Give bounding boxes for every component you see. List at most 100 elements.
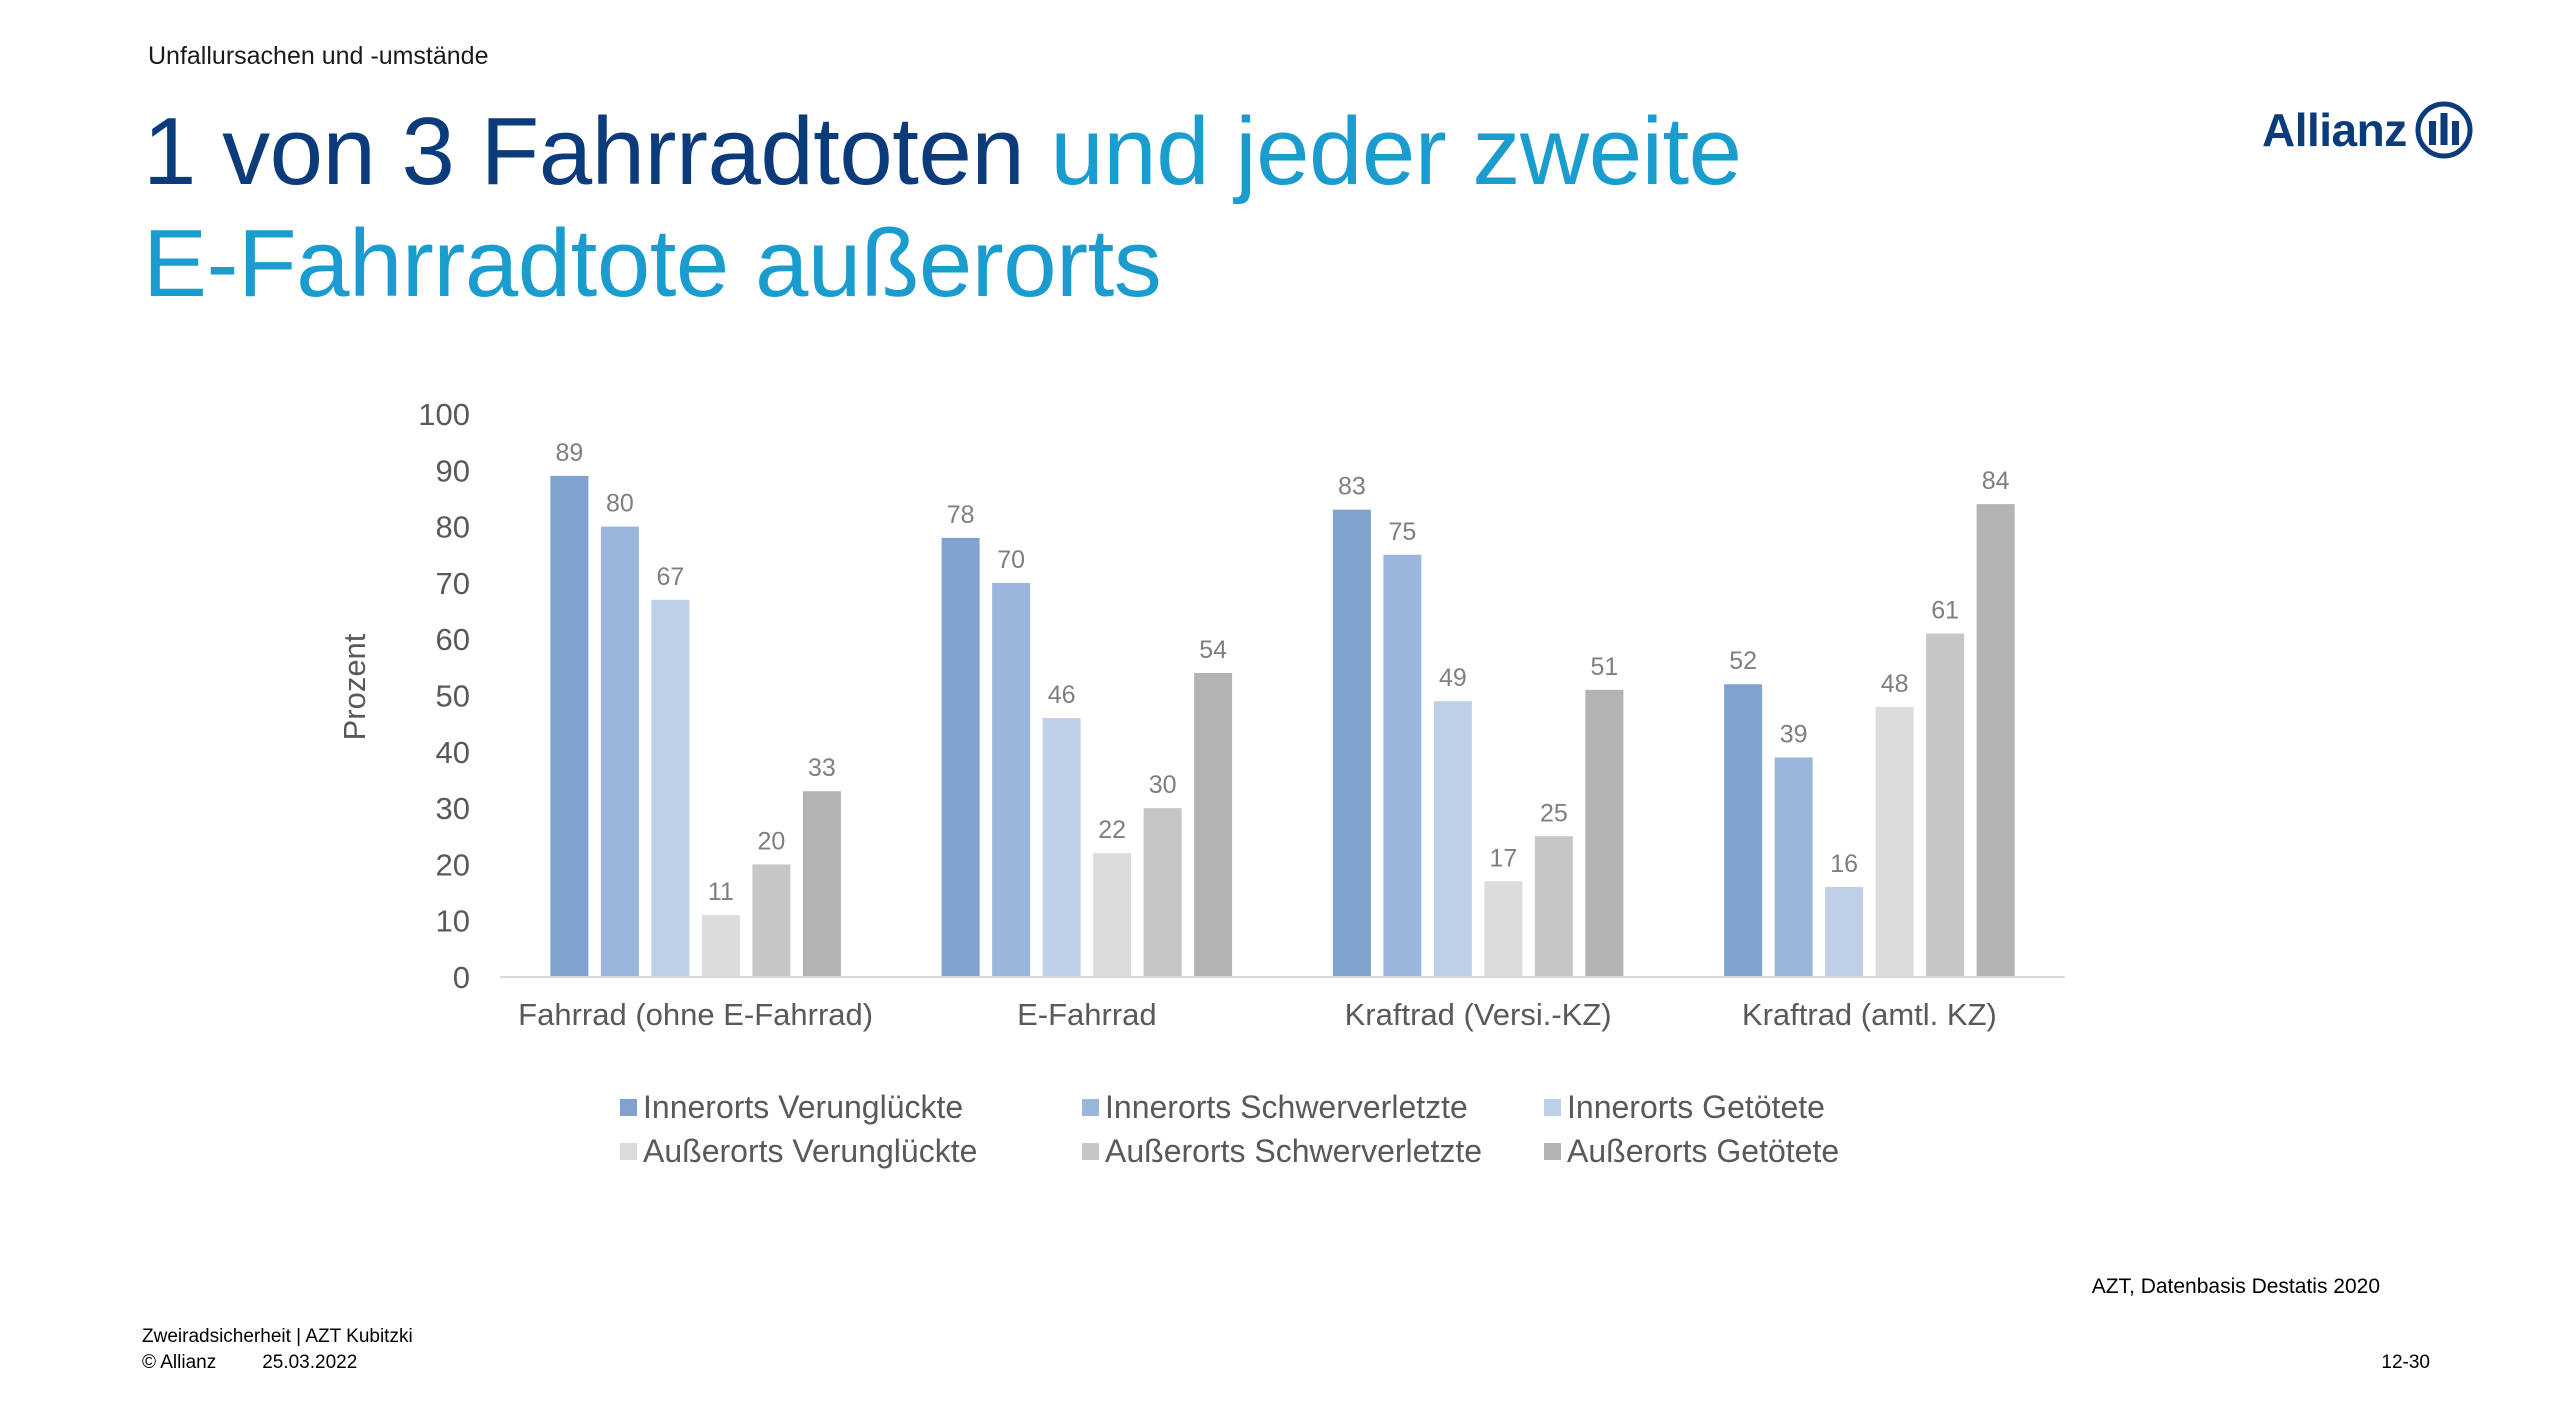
data-label: 80 <box>606 490 634 518</box>
legend-label: Innerorts Getötete <box>1567 1088 1825 1125</box>
y-tick-label: 70 <box>436 566 470 601</box>
bar <box>1825 886 1864 977</box>
legend-swatch <box>1082 1142 1099 1160</box>
legend-label: Außerorts Getötete <box>1567 1132 1840 1169</box>
footer-copyright-date: © Allianz 25.03.2022 <box>142 1352 357 1374</box>
data-label: 11 <box>708 878 734 906</box>
title-part-light-1: und jeder zweite <box>1050 98 1742 205</box>
x-tick-label: Kraftrad (Versi.-KZ) <box>1345 997 1612 1032</box>
page-number: 12-30 <box>2381 1352 2430 1373</box>
bar <box>992 582 1031 977</box>
data-label: 39 <box>1780 720 1808 748</box>
data-label: 75 <box>1388 518 1416 546</box>
data-label: 22 <box>1098 816 1126 844</box>
data-label: 46 <box>1048 681 1076 709</box>
bar <box>752 864 791 977</box>
allianz-logo: Allianz <box>2262 98 2473 162</box>
y-tick-label: 80 <box>436 510 470 545</box>
legend-swatch <box>1544 1142 1561 1160</box>
bar <box>600 526 639 977</box>
chart-legend: Innerorts Verunglückte Innerorts Schwerve… <box>620 1088 1904 1170</box>
bar <box>1093 853 1132 977</box>
y-tick-label: 20 <box>436 847 470 882</box>
data-label: 70 <box>997 546 1025 574</box>
legend-item: Außerorts Schwerverletzte <box>1082 1132 1544 1170</box>
legend-item: Innerorts Verunglückte <box>620 1088 1082 1126</box>
bar <box>1484 881 1523 977</box>
source-note: AZT, Datenbasis Destatis 2020 <box>2091 1275 2380 1298</box>
legend-swatch <box>1082 1098 1099 1116</box>
bars <box>550 475 2015 977</box>
bar <box>550 475 589 977</box>
bar <box>941 537 980 977</box>
y-tick-label: 10 <box>436 904 470 939</box>
data-label: 51 <box>1590 653 1618 681</box>
bar <box>1976 504 2015 977</box>
data-label: 67 <box>656 563 684 591</box>
x-tick-label: Kraftrad (amtl. KZ) <box>1742 997 1997 1032</box>
data-labels: 89 80 67 11 20 33 78 70 46 22 30 54 83 75 49 17 25 51 52 39… <box>555 439 2009 906</box>
bar <box>1433 701 1472 977</box>
data-label: 16 <box>1830 850 1858 878</box>
bar-chart: 0 10 20 30 40 50 60 70 80 90 100 Prozent 89 80 67 11 2… <box>337 397 2065 1032</box>
legend-item: Innerorts Schwerverletzte <box>1082 1088 1544 1126</box>
x-tick-label: Fahrrad (ohne E-Fahrrad) <box>518 997 873 1032</box>
allianz-eagle-icon <box>2415 101 2473 159</box>
y-axis-label: Prozent <box>337 633 372 740</box>
y-axis: 0 10 20 30 40 50 60 70 80 90 100 <box>418 397 470 995</box>
legend-item: Innerorts Getötete <box>1544 1088 1904 1126</box>
page-title: 1 von 3 Fahrradtoten und jeder zweite E-… <box>143 96 1742 320</box>
data-label: 89 <box>555 439 583 467</box>
footer-title: Zweiradsicherheit | AZT Kubitzki <box>142 1326 413 1347</box>
y-tick-label: 30 <box>436 791 470 826</box>
data-label: 54 <box>1199 636 1227 664</box>
bar <box>1774 757 1813 977</box>
legend-label: Außerorts Verunglückte <box>643 1132 978 1169</box>
data-label: 52 <box>1729 647 1757 675</box>
data-label: 17 <box>1489 844 1517 872</box>
data-label: 84 <box>1982 467 2010 495</box>
legend-item: Außerorts Verunglückte <box>620 1132 1082 1170</box>
y-tick-label: 50 <box>436 679 470 714</box>
y-tick-label: 40 <box>436 735 470 770</box>
copyright: © Allianz <box>142 1352 217 1373</box>
y-tick-label: 60 <box>436 622 470 657</box>
legend-label: Innerorts Schwerverletzte <box>1105 1088 1468 1125</box>
bar <box>651 599 690 977</box>
y-tick-label: 100 <box>418 397 470 432</box>
bar <box>1332 509 1371 977</box>
data-label: 25 <box>1540 799 1568 827</box>
bar <box>1534 836 1573 977</box>
footer-date: 25.03.2022 <box>262 1352 358 1373</box>
x-tick-label: E-Fahrrad <box>1017 997 1157 1032</box>
y-tick-label: 0 <box>453 960 470 995</box>
title-part-dark: 1 von 3 Fahrradtoten <box>143 98 1051 205</box>
bar <box>802 791 841 977</box>
data-label: 83 <box>1338 473 1366 501</box>
bar <box>1383 554 1422 977</box>
logo-text: Allianz <box>2262 104 2407 156</box>
data-label: 20 <box>757 827 785 855</box>
bar <box>1585 689 1624 977</box>
legend-swatch <box>620 1142 637 1160</box>
section-label: Unfallursachen und -umstände <box>148 42 489 70</box>
title-part-light-2: E-Fahrradtote außerorts <box>143 210 1162 317</box>
legend-swatch <box>620 1098 637 1116</box>
bar <box>1143 808 1182 977</box>
legend-label: Außerorts Schwerverletzte <box>1105 1132 1483 1169</box>
data-label: 49 <box>1439 664 1467 692</box>
bar <box>701 915 740 977</box>
bar <box>1875 706 1914 977</box>
bar <box>1194 672 1233 977</box>
bar <box>1042 718 1081 977</box>
legend-swatch <box>1544 1098 1561 1116</box>
data-label: 48 <box>1881 670 1909 698</box>
y-tick-label: 90 <box>436 453 470 488</box>
legend-item: Außerorts Getötete <box>1544 1132 1904 1170</box>
data-label: 33 <box>808 754 836 782</box>
data-label: 61 <box>1931 597 1959 625</box>
data-label: 78 <box>947 501 975 529</box>
bar <box>1724 684 1763 977</box>
x-axis: Fahrrad (ohne E-Fahrrad) E-Fahrrad Kraftra… <box>500 976 2065 1032</box>
legend-label: Innerorts Verunglückte <box>643 1088 964 1125</box>
